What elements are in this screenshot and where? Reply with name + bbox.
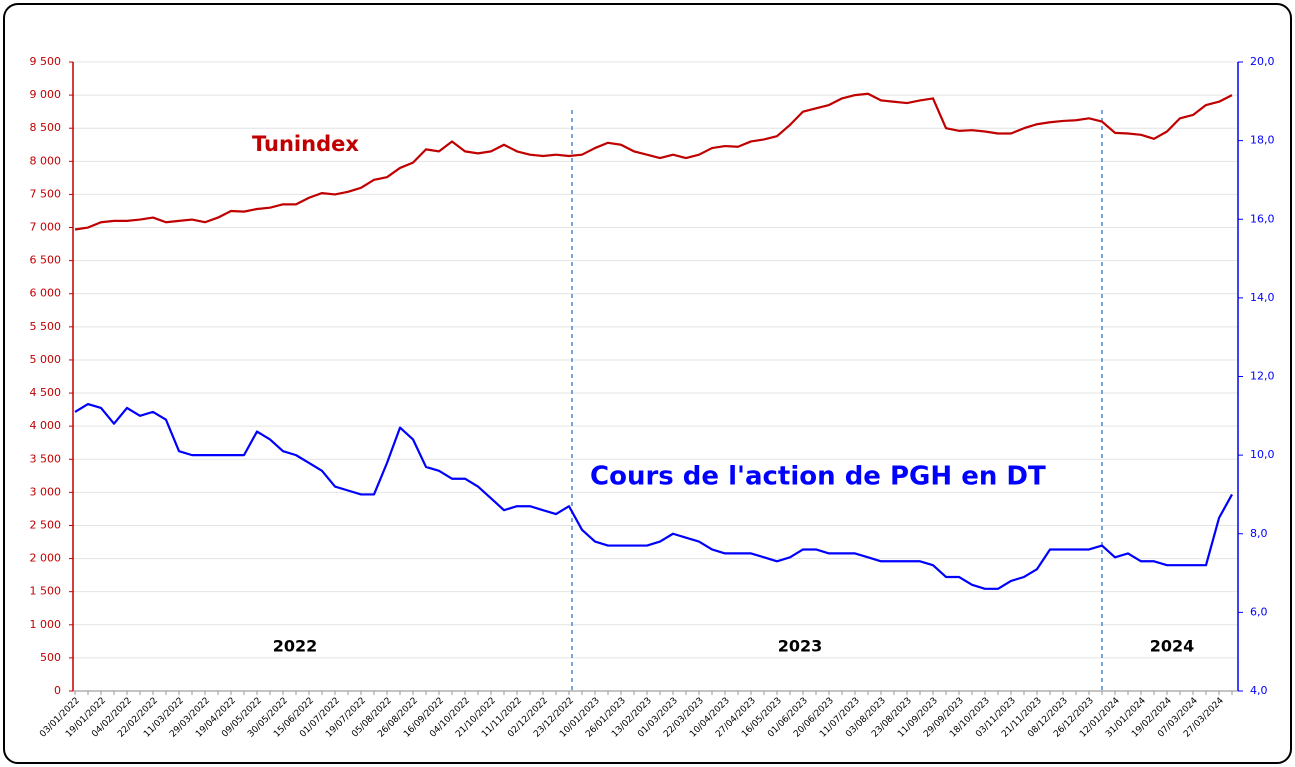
y2-tick-label: 4,0 [1250, 684, 1268, 697]
y2-tick-label: 18,0 [1250, 134, 1275, 147]
y-tick-label: 0 [54, 684, 61, 697]
y-tick-label: 3 500 [30, 452, 62, 465]
y-tick-label: 7 000 [30, 221, 62, 234]
year-label: 2022 [273, 637, 318, 656]
y2-tick-label: 16,0 [1250, 212, 1275, 225]
y-tick-label: 4 500 [30, 386, 62, 399]
y2-tick-label: 8,0 [1250, 527, 1268, 540]
frame [3, 3, 1292, 764]
y-tick-label: 7 500 [30, 187, 62, 200]
annotation: Cours de l'action de PGH en DT [590, 462, 1046, 492]
grid [73, 61, 1238, 692]
y-tick-label: 8 500 [30, 121, 62, 134]
plot [74, 92, 1233, 590]
y-tick-label: 8 000 [30, 154, 62, 167]
y-tick-label: 2 500 [30, 518, 62, 531]
y2-tick-label: 14,0 [1250, 291, 1275, 304]
y2-tick-label: 12,0 [1250, 370, 1275, 383]
series-line [74, 402, 1233, 590]
y2-tick-label: 20,0 [1250, 55, 1275, 68]
y-tick-label: 2 000 [30, 552, 62, 565]
y-tick-label: 6 000 [30, 287, 62, 300]
y2-tick-label: 10,0 [1250, 448, 1275, 461]
y-tick-label: 6 500 [30, 254, 62, 267]
year-label: 2023 [778, 637, 823, 656]
y-tick-label: 1 500 [30, 585, 62, 598]
y-tick-label: 9 500 [30, 55, 62, 68]
annotation: Tunindex [252, 132, 359, 156]
y-tick-label: 5 000 [30, 353, 62, 366]
y-tick-label: 500 [40, 651, 61, 664]
y-tick-label: 9 000 [30, 88, 62, 101]
y-tick-label: 5 500 [30, 320, 62, 333]
year-label: 2024 [1150, 637, 1195, 656]
y-tick-label: 4 000 [30, 419, 62, 432]
y2-tick-label: 6,0 [1250, 605, 1268, 618]
series-line [74, 92, 1233, 231]
y-tick-label: 1 000 [30, 618, 62, 631]
y-tick-label: 3 000 [30, 485, 62, 498]
